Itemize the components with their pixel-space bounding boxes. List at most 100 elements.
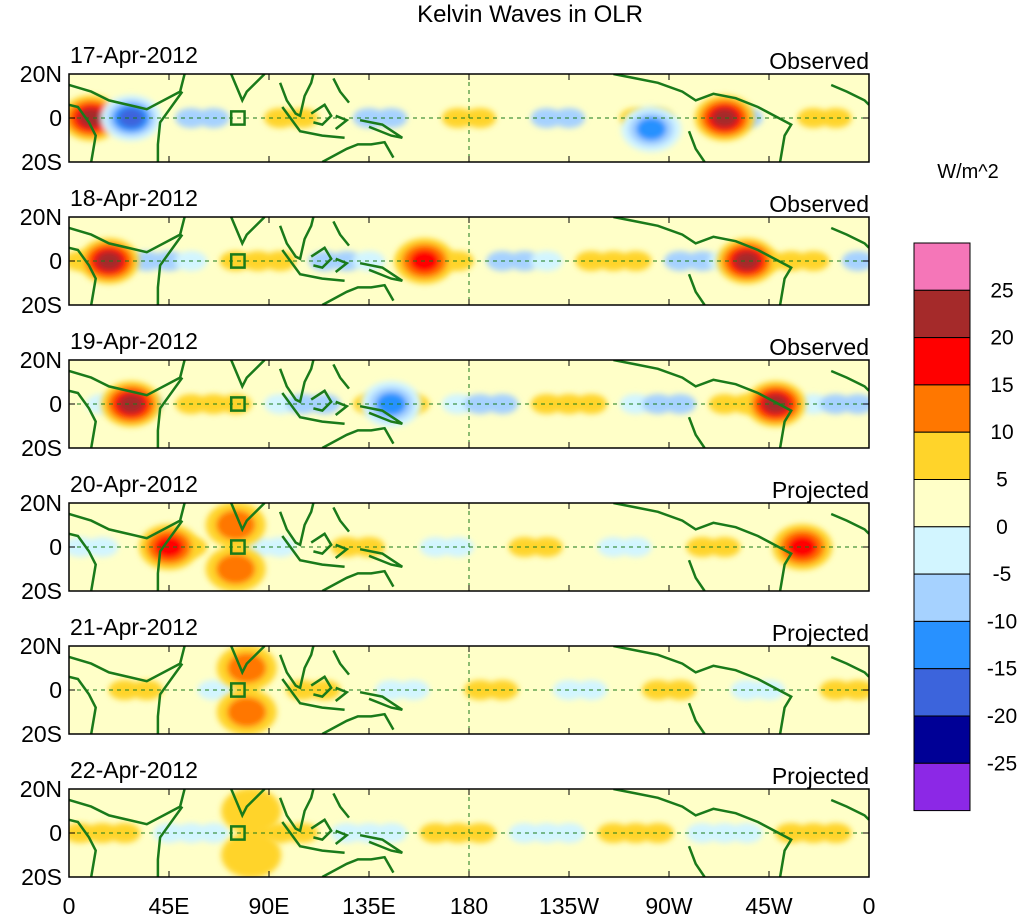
anomaly-cell bbox=[508, 537, 541, 557]
anomaly-cell bbox=[641, 823, 674, 843]
coastline bbox=[69, 217, 186, 254]
coastline bbox=[230, 646, 266, 676]
coastline bbox=[321, 426, 395, 448]
y-tick-label: 0 bbox=[49, 820, 62, 846]
colorbar-label: -15 bbox=[987, 658, 1017, 681]
coastline bbox=[687, 702, 706, 734]
y-tick-label: 0 bbox=[49, 391, 62, 417]
y-tick-label: 20S bbox=[21, 435, 62, 461]
colorbar-swatch bbox=[913, 242, 971, 291]
coastline bbox=[156, 376, 184, 448]
chart-title: Kelvin Waves in OLR bbox=[417, 1, 643, 28]
anomaly-contour bbox=[216, 554, 256, 584]
coastline bbox=[334, 829, 350, 845]
panel-4: 20N 0 20S 20-Apr-2012 Projected bbox=[20, 471, 870, 604]
y-tick-label: 20S bbox=[21, 578, 62, 604]
coastline bbox=[687, 416, 706, 448]
anomaly-cell bbox=[819, 680, 852, 700]
coastline bbox=[332, 363, 350, 390]
anomaly-cell bbox=[619, 251, 652, 271]
colorbar-swatch bbox=[913, 715, 971, 764]
anomaly-cell bbox=[441, 537, 474, 557]
coastline bbox=[321, 569, 395, 591]
coastline bbox=[156, 90, 184, 162]
panel-date: 19-Apr-2012 bbox=[70, 328, 198, 354]
anomaly-cell bbox=[641, 680, 674, 700]
coastline bbox=[687, 845, 706, 877]
colorbar-swatch bbox=[913, 289, 971, 339]
x-axis: 0 45E 90E 135E 180 135W 90W 45W 0 bbox=[63, 893, 876, 919]
coastline bbox=[332, 220, 350, 247]
coastline bbox=[359, 547, 403, 569]
coastline bbox=[156, 233, 184, 305]
anomaly-cell bbox=[619, 823, 652, 843]
coastline bbox=[278, 789, 315, 833]
coastline bbox=[69, 103, 98, 162]
coastline bbox=[334, 686, 350, 702]
x-tick-label: 45W bbox=[745, 893, 793, 919]
panel-field bbox=[69, 789, 869, 877]
coastline bbox=[281, 535, 345, 569]
coastline bbox=[359, 404, 403, 426]
coastline bbox=[281, 249, 345, 283]
coastline bbox=[278, 646, 315, 690]
anomaly-cell bbox=[619, 537, 652, 557]
colorbar-swatch bbox=[913, 668, 971, 717]
coastline bbox=[830, 512, 869, 535]
x-tick-label: 45E bbox=[149, 893, 190, 919]
anomaly-contour bbox=[78, 108, 104, 128]
colorbar-label: 25 bbox=[990, 279, 1013, 302]
anomaly-contour bbox=[227, 697, 267, 727]
panel-status: Projected bbox=[772, 477, 869, 503]
y-tick-label: 20N bbox=[20, 633, 62, 659]
coastline bbox=[310, 532, 333, 555]
anomaly-cell bbox=[130, 680, 163, 700]
panel-field bbox=[69, 646, 869, 734]
coastline bbox=[334, 257, 350, 273]
coastline bbox=[310, 246, 333, 269]
anomaly-features bbox=[69, 95, 755, 152]
y-tick-label: 20S bbox=[21, 292, 62, 318]
anomaly-cell bbox=[708, 823, 741, 843]
coastline bbox=[359, 690, 403, 712]
panel-2: 20N 0 20S 18-Apr-2012 Observed bbox=[20, 185, 870, 318]
anomaly-cell bbox=[441, 394, 474, 414]
coastlines bbox=[69, 217, 869, 305]
colorbar-unit-label: W/m^2 bbox=[937, 161, 999, 183]
panel-status: Projected bbox=[772, 763, 869, 789]
x-tick-label: 90E bbox=[249, 893, 290, 919]
colorbar-label: -10 bbox=[987, 610, 1017, 633]
coastline bbox=[230, 74, 266, 104]
coastline bbox=[830, 798, 869, 821]
panel-date: 20-Apr-2012 bbox=[70, 471, 198, 497]
colorbar-swatch bbox=[913, 526, 971, 575]
coastline bbox=[359, 261, 403, 283]
coastline bbox=[278, 217, 315, 261]
coastlines bbox=[69, 74, 869, 162]
x-tick-label: 180 bbox=[450, 893, 488, 919]
colorbar-label: -5 bbox=[993, 563, 1012, 586]
panel-status: Observed bbox=[769, 334, 869, 360]
anomaly-contour bbox=[216, 510, 256, 540]
coastline bbox=[687, 273, 706, 305]
x-tick-label: 135W bbox=[539, 893, 599, 919]
coastline bbox=[281, 821, 345, 855]
panel-status: Observed bbox=[769, 48, 869, 74]
y-tick-label: 20N bbox=[20, 204, 62, 230]
anomaly-contour bbox=[118, 108, 144, 128]
y-tick-label: 0 bbox=[49, 677, 62, 703]
coastline bbox=[687, 559, 706, 591]
anomaly-cell bbox=[508, 251, 541, 271]
y-tick-label: 0 bbox=[49, 534, 62, 560]
coastline bbox=[156, 519, 184, 591]
colorbar-label: 0 bbox=[996, 516, 1008, 539]
coastline bbox=[613, 503, 793, 591]
y-tick-label: 20S bbox=[21, 864, 62, 890]
coastline bbox=[278, 503, 315, 547]
anomaly-contour bbox=[118, 394, 144, 414]
anomaly-cell bbox=[708, 394, 741, 414]
anomaly-cell bbox=[530, 823, 563, 843]
anomaly-contour bbox=[734, 251, 760, 271]
coastline bbox=[613, 74, 793, 162]
